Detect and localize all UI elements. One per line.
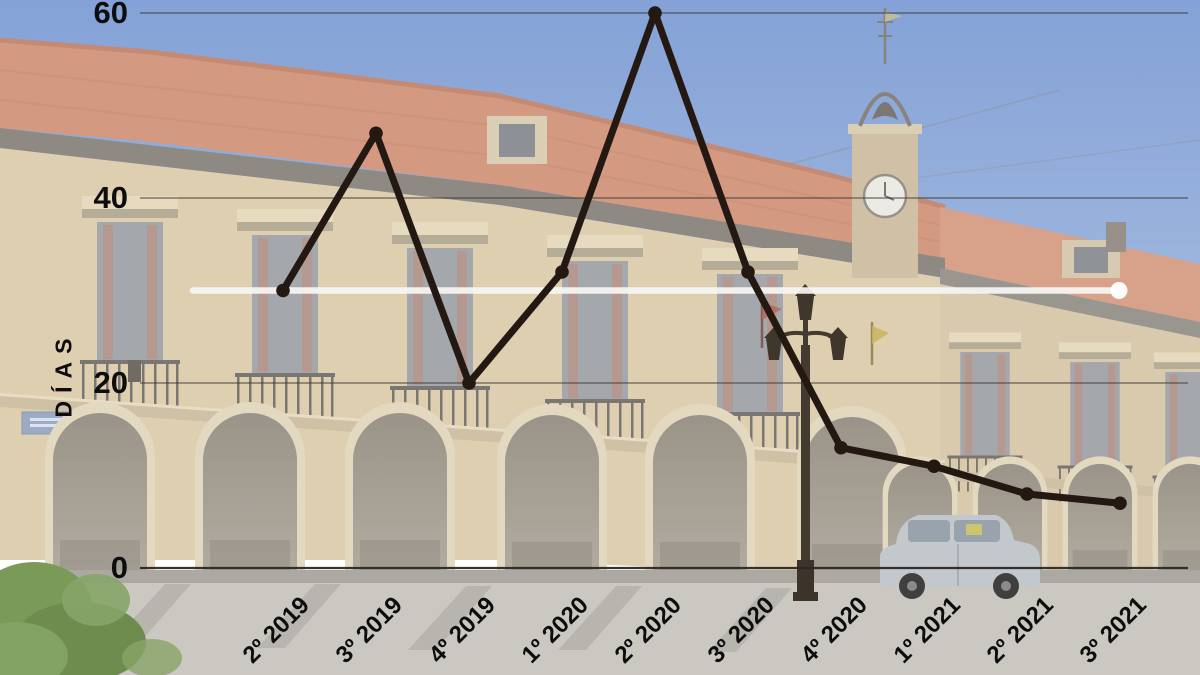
roof [0,37,1200,338]
data-point [741,265,755,279]
data-line [279,9,1124,507]
y-axis-tick-label: 20 [93,365,128,400]
data-point [276,283,290,298]
reference-line-end-dot [1110,282,1128,299]
data-point [462,376,476,390]
y-axis-tick-label: 0 [110,550,128,585]
car [880,515,1040,599]
data-point [648,6,662,20]
tree [0,562,182,675]
data-point [555,265,569,279]
data-point [369,126,383,141]
data-point [927,459,941,474]
data-point [1020,487,1034,501]
y-axis-tick-label: 60 [93,0,128,30]
data-point [1113,496,1127,511]
y-axis-tick-label: 40 [93,180,128,215]
data-point [834,440,848,455]
clock-tower [848,8,922,278]
